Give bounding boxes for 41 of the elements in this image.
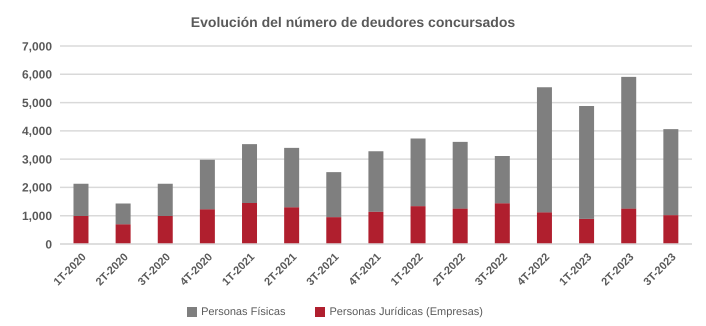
y-tick-label: 4,000 — [22, 124, 52, 138]
bar — [621, 208, 636, 244]
bar — [536, 212, 552, 244]
bar — [73, 216, 88, 244]
bar — [116, 204, 131, 224]
bar — [200, 160, 215, 210]
bar — [579, 218, 594, 244]
bar — [326, 172, 342, 218]
y-tick-label: 1,000 — [22, 208, 52, 223]
y-tick-label: 2,000 — [22, 180, 52, 195]
y-tick-label: 6,000 — [22, 68, 52, 82]
bar — [410, 206, 426, 244]
bar — [158, 184, 173, 216]
bar — [494, 156, 510, 204]
bar — [621, 76, 636, 209]
bar — [242, 202, 258, 244]
bar — [452, 208, 468, 244]
bar — [494, 203, 510, 244]
bar — [663, 215, 678, 244]
bar — [579, 106, 594, 219]
bar — [368, 212, 384, 244]
y-tick-label: 3,000 — [22, 152, 52, 166]
bar — [536, 87, 552, 212]
bar — [284, 207, 300, 244]
bar — [410, 138, 426, 206]
chart-title: Evolución del número de deudores concursados — [190, 14, 516, 30]
y-tick-label: 0 — [45, 237, 52, 252]
bar — [284, 148, 300, 208]
y-tick-label: 7,000 — [22, 39, 52, 54]
legend-label: Personas Físicas — [201, 306, 286, 318]
y-tick-label: 5,000 — [22, 96, 52, 110]
bar — [663, 129, 678, 216]
bar — [200, 209, 215, 244]
bar — [242, 144, 258, 203]
bar — [73, 184, 88, 216]
bar — [158, 216, 173, 244]
bar — [326, 217, 342, 244]
bar — [452, 142, 468, 209]
bar — [116, 224, 131, 244]
legend-label: Personas Jurídicas (Empresas) — [329, 306, 483, 318]
bar — [368, 151, 384, 212]
